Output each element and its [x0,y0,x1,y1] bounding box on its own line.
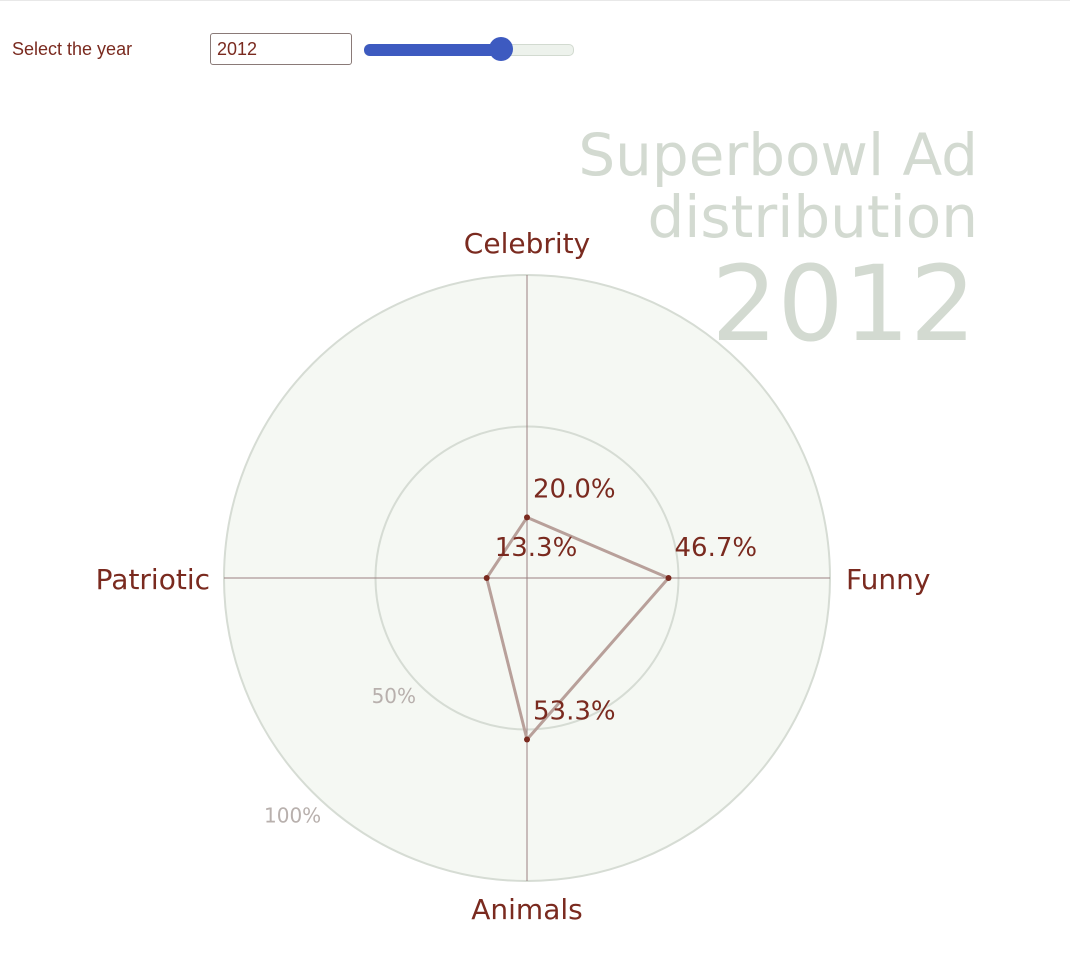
data-point-funny [665,575,672,581]
chart-year: 2012 [711,243,976,365]
year-label: Select the year [12,38,133,59]
value-label-animals: 53.3% [533,696,616,726]
top-divider [0,0,1070,1]
chart-title-line-2: distribution [647,183,978,251]
value-label-celebrity: 20.0% [533,474,616,504]
axis-label-celebrity: Celebrity [464,227,590,260]
slider-thumb[interactable] [488,37,513,61]
year-controls: Select the year [12,33,574,65]
ring-label-50: 50% [372,684,416,708]
chart-title-line-1: Superbowl Ad [578,121,978,189]
value-label-patriotic: 13.3% [495,533,578,563]
ring-label-100: 100% [264,803,321,827]
value-label-funny: 46.7% [675,533,758,563]
axis-label-funny: Funny [846,563,930,596]
data-point-celebrity [524,514,530,521]
data-point-patriotic [483,575,490,581]
data-point-animals [524,736,530,743]
axis-label-patriotic: Patriotic [96,563,210,596]
year-input[interactable] [210,33,352,65]
slider-fill [364,44,499,56]
axis-label-animals: Animals [471,893,582,926]
year-slider[interactable] [364,37,574,61]
